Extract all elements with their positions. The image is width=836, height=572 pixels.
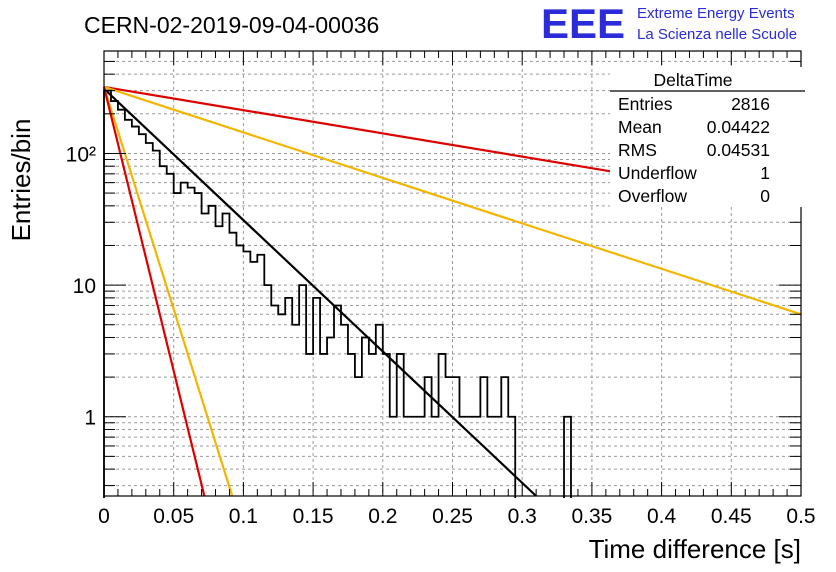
x-tick-label: 0.35 xyxy=(571,505,612,528)
x-tick-label: 0.05 xyxy=(153,505,194,528)
x-tick-label: 0.1 xyxy=(229,505,258,528)
logo-line-1: Extreme Energy Events xyxy=(637,5,795,22)
y-tick-label: 10 xyxy=(73,275,96,298)
axes: 0 0.05 0.1 0.15 0.2 0.25 0.3 0.35 0.4 0.45 0.51101… xyxy=(66,50,816,528)
stats-value-underflow: 1 xyxy=(760,163,770,183)
x-tick-label: 0.3 xyxy=(508,505,537,528)
grid xyxy=(104,50,801,496)
logo-letters: EEE xyxy=(541,0,625,47)
fit-line xyxy=(103,87,537,497)
stats-box: DeltaTime Entries 2816 Mean 0.04422 RMS … xyxy=(610,67,805,207)
histogram xyxy=(103,89,572,498)
x-tick-label: 0.5 xyxy=(786,505,815,528)
y-tick-label: 10² xyxy=(66,143,96,166)
eee-logo: EEE Extreme Energy Events La Scienza nel… xyxy=(541,0,797,47)
x-tick-label: 0.4 xyxy=(647,505,677,528)
x-tick-label: 0.15 xyxy=(293,505,334,528)
fit-line xyxy=(103,85,802,316)
x-tick-label: 0 xyxy=(98,505,110,528)
x-tick-label: 0.2 xyxy=(368,505,397,528)
stats-value-overflow: 0 xyxy=(760,186,770,206)
stats-value-entries: 2816 xyxy=(731,94,770,114)
stats-label-rms: RMS xyxy=(618,140,657,160)
logo-line-2: La Scienza nelle Scuole xyxy=(637,26,797,43)
histogram-outline xyxy=(103,89,572,498)
x-tick-label: 0.25 xyxy=(432,505,473,528)
stats-label-mean: Mean xyxy=(618,117,662,137)
fit-line xyxy=(102,86,206,497)
x-axis-title: Time difference [s] xyxy=(589,534,801,564)
x-tick-label: 0.45 xyxy=(711,505,752,528)
stats-box-title: DeltaTime xyxy=(653,70,732,90)
y-tick-label: 1 xyxy=(84,407,96,430)
y-axis-title: Entries/bin xyxy=(6,119,36,242)
stats-value-mean: 0.04422 xyxy=(707,117,770,137)
stats-label-underflow: Underflow xyxy=(618,163,697,183)
stats-label-entries: Entries xyxy=(618,94,673,114)
stats-label-overflow: Overflow xyxy=(618,186,687,206)
fit-line xyxy=(102,86,234,497)
chart-title: CERN-02-2019-09-04-00036 xyxy=(84,12,379,38)
stats-box-background xyxy=(610,67,805,207)
stats-value-rms: 0.04531 xyxy=(707,140,770,160)
